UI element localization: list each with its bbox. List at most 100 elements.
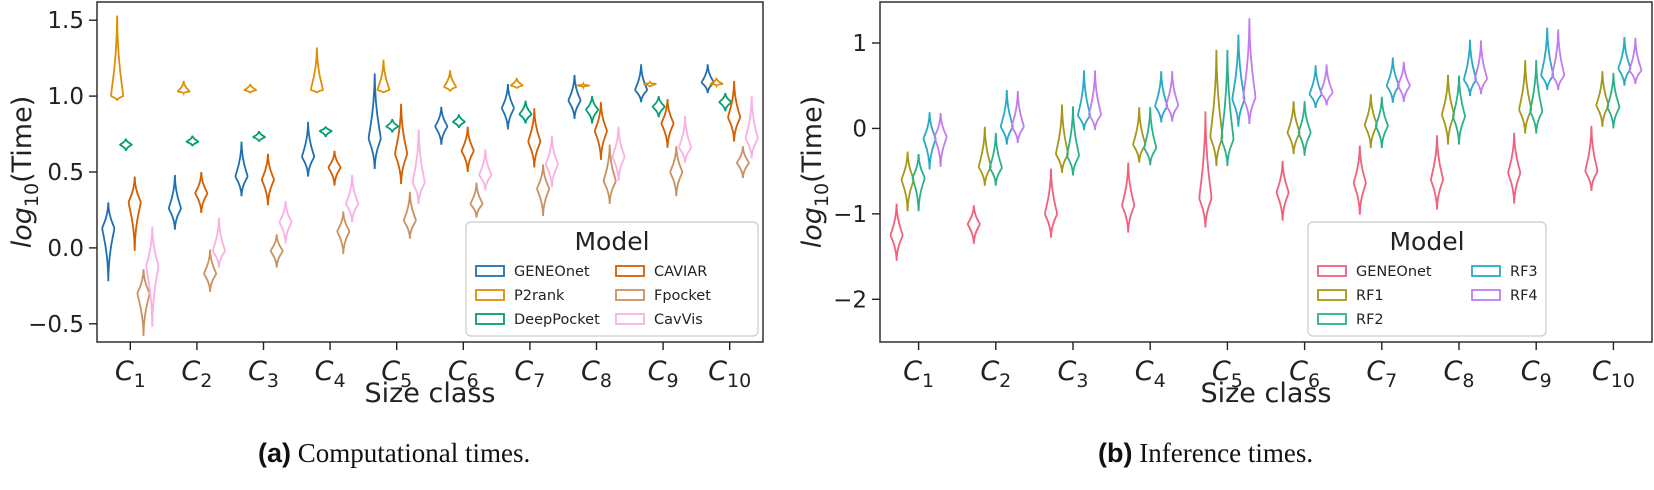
violin-fpocket-c1	[136, 269, 151, 336]
x-tick-label-b: C2	[980, 356, 1011, 392]
x-tick-label-base: C	[1289, 356, 1308, 387]
violin-p2rank-c3	[243, 83, 258, 94]
y-axis-title-sub: 10	[811, 183, 833, 207]
violin-deeppocket-c6	[451, 114, 466, 129]
y-axis-title-rest: (Time)	[7, 96, 38, 183]
violin-deeppocket-c4	[318, 126, 333, 138]
x-tick-label-base: C	[980, 356, 999, 387]
x-tick-label-a: C8	[581, 356, 612, 392]
x-tick-label-sub: 1	[922, 370, 934, 392]
violin-geneonet-c5	[1198, 111, 1213, 228]
x-tick-label-base: C	[648, 356, 667, 387]
x-tick-label-sub: 5	[1231, 370, 1243, 392]
violin-caviar-c6	[460, 126, 475, 173]
violin-rf1-c5	[1209, 49, 1224, 167]
y-tick-label-b: 1	[852, 31, 867, 57]
violin-rf2-c2	[988, 132, 1003, 186]
violin-rf2-c9	[1529, 60, 1544, 134]
violin-fpocket-c2	[203, 249, 218, 292]
y-tick-label-a: −0.5	[28, 312, 84, 338]
violin-deeppocket-c7	[518, 100, 533, 124]
legend-label-fpocket: Fpocket	[654, 288, 711, 304]
y-tick-label-b: 0	[852, 116, 867, 142]
violin-deeppocket-c1	[118, 138, 133, 151]
violin-cavvis-c10	[744, 96, 759, 159]
violin-fpocket-c6	[469, 182, 484, 218]
violin-rf4-c5	[1242, 18, 1257, 125]
x-tick-label-b: C8	[1444, 356, 1475, 392]
violin-caviar-c2	[194, 171, 209, 214]
legend-label-geneonet: GENEOnet	[514, 264, 590, 280]
legend-swatch-rf4	[1471, 289, 1501, 301]
violin-cavvis-c6	[478, 149, 493, 191]
violin-geneonet-c3	[234, 141, 249, 197]
violin-rf4-c1	[933, 113, 948, 167]
violin-geneonet-c7	[500, 83, 515, 130]
violin-rf1-c10	[1595, 71, 1610, 127]
caption-b: (b) Inference times.	[1098, 438, 1313, 469]
violin-caviar-c10	[727, 80, 742, 142]
violin-cavvis-c4	[345, 175, 360, 223]
violin-rf3-c1	[922, 112, 937, 170]
x-tick-label-sub: 7	[1385, 370, 1397, 392]
caption-b-label: (b)	[1098, 438, 1133, 468]
caption-b-text: Inference times.	[1132, 438, 1314, 468]
violin-geneonet-c6	[1275, 160, 1290, 221]
violin-cavvis-c9	[678, 115, 693, 163]
violin-geneonet-c4	[1121, 162, 1136, 233]
violin-fpocket-c3	[269, 234, 284, 268]
x-tick-label-a: C4	[315, 356, 346, 392]
x-tick-label-sub: 6	[1308, 370, 1320, 392]
violin-rf2-c10	[1606, 72, 1621, 129]
x-tick-label-b: C9	[1521, 356, 1552, 392]
violin-rf3-c4	[1154, 71, 1169, 123]
violin-rf4-c2	[1010, 90, 1025, 144]
violin-rf2-c4	[1143, 107, 1158, 166]
legend-swatch-deeppocket	[475, 313, 505, 325]
violin-rf3-c8	[1463, 39, 1477, 97]
y-tick-label-a: 0.0	[47, 236, 84, 262]
violin-geneonet-c10	[1584, 125, 1599, 191]
violin-rf4-c9	[1551, 29, 1566, 91]
violin-geneonet-c8	[567, 74, 582, 119]
violin-p2rank-c8	[576, 80, 591, 91]
violin-p2rank-c4	[309, 47, 324, 94]
caption-a-label: (a)	[258, 438, 291, 468]
y-axis-title-sub: 10	[21, 183, 43, 207]
x-tick-label-sub: 10	[1611, 370, 1635, 392]
violin-geneonet-c9	[634, 64, 649, 103]
violin-deeppocket-c8	[585, 96, 600, 124]
violin-rf1-c1	[900, 151, 915, 212]
legend-label-rf4: RF4	[1510, 288, 1538, 304]
y-axis-title-log: log	[7, 207, 38, 248]
violin-caviar-c1	[127, 176, 142, 251]
violin-cavvis-c5	[411, 129, 426, 204]
violin-deeppocket-c10	[718, 92, 733, 112]
violin-geneonet-c6	[434, 106, 449, 145]
violin-geneonet-c7	[1352, 145, 1367, 215]
violin-rf4-c7	[1396, 61, 1411, 103]
figure-canvas: −0.50.00.51.01.5C1 C2 C3 C4 C5 C6 C7 C8 C9 C10Siz…	[7, 1, 1653, 409]
x-tick-label-b: C10	[1592, 356, 1635, 392]
violin-fpocket-c5	[402, 191, 417, 239]
x-tick-label-a: C3	[248, 356, 279, 392]
violin-fpocket-c9	[669, 146, 684, 197]
violin-rf3-c2	[999, 89, 1014, 145]
violin-p2rank-c7	[509, 77, 524, 89]
violin-rf3-c10	[1617, 37, 1632, 86]
violin-cavvis-c3	[278, 200, 293, 244]
violin-fpocket-c4	[336, 211, 351, 254]
legend-box-a	[465, 221, 759, 337]
x-tick-label-b: C4	[1135, 356, 1166, 392]
legend-title-b: Model	[1389, 227, 1464, 256]
x-tick-label-b: C7	[1366, 356, 1397, 392]
x-tick-label-a: C5	[381, 356, 412, 392]
x-tick-label-a: C10	[708, 356, 751, 392]
violin-cavvis-c7	[544, 135, 559, 188]
violin-rf3-c6	[1308, 65, 1323, 109]
violin-deeppocket-c2	[185, 135, 200, 147]
legend-swatch-rf3	[1471, 265, 1501, 277]
x-tick-label-base: C	[248, 356, 267, 387]
violin-rf2-c1	[911, 154, 926, 212]
